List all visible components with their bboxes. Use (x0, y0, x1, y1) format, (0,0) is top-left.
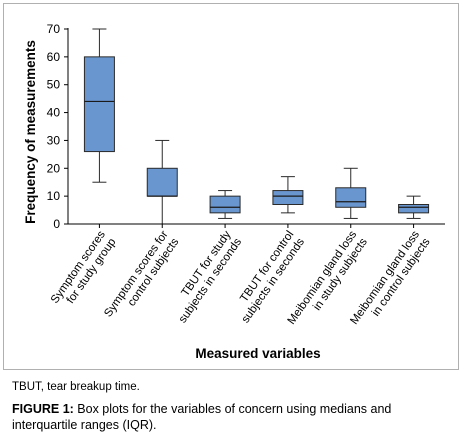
box-plot-group (272, 176, 304, 214)
y-tick-label: 60 (47, 50, 61, 64)
box-plot-chart: 0 10 20 30 40 50 60 70 Symptom scoresfor study … (23, 22, 445, 361)
chart-frame (3, 3, 459, 370)
box-plot-group (398, 195, 430, 219)
x-axis-title: Measured variables (195, 346, 320, 361)
figure-caption: FIGURE 1: Box plots for the variables of… (12, 401, 457, 433)
iqr-box (146, 167, 178, 197)
y-tick-label: 70 (47, 22, 61, 36)
y-tick-label: 50 (47, 78, 61, 92)
caption-text: Box plots for the variables of concern u… (12, 402, 392, 432)
category-label: Symptom scoresfor study group (49, 229, 119, 314)
iqr-box (272, 190, 304, 205)
footnote: TBUT, tear breakup time. (12, 381, 140, 393)
iqr-box (209, 195, 241, 214)
y-axis-title: Frequency of measurements (23, 40, 38, 224)
y-tick-label: 0 (53, 217, 60, 231)
caption-label: FIGURE 1: (12, 402, 74, 416)
box-plot-group (209, 190, 241, 219)
box-plot-group (83, 28, 115, 183)
box-plot-group (146, 139, 178, 225)
y-tick-label: 30 (47, 133, 61, 147)
box-plot-group (335, 167, 367, 219)
y-tick-label: 40 (47, 106, 61, 120)
y-tick-label: 20 (47, 161, 61, 175)
iqr-box (398, 204, 430, 214)
y-tick-label: 10 (47, 189, 61, 203)
iqr-box (83, 56, 115, 153)
iqr-box (335, 187, 367, 208)
